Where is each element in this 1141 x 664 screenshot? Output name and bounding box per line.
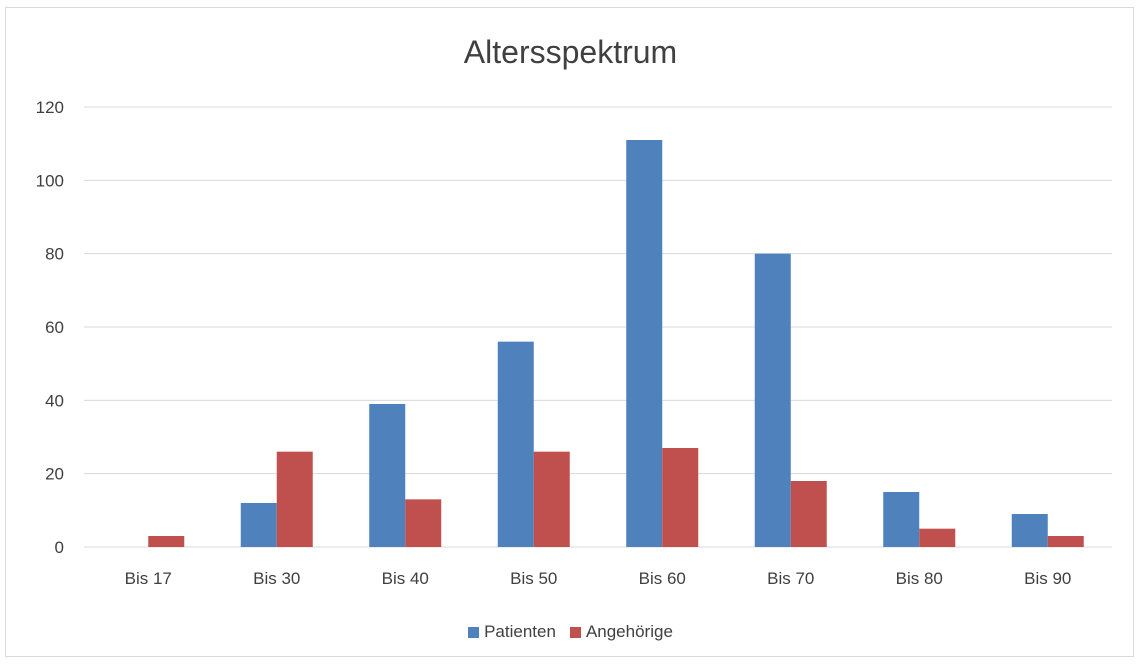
legend-swatch-angehoerige	[569, 626, 581, 638]
legend-label-patienten: Patienten	[484, 622, 556, 641]
bar-patienten	[883, 492, 920, 547]
x-tick-label: Bis 50	[510, 569, 557, 588]
x-tick-label: Bis 17	[125, 569, 172, 588]
legend-item-patienten: Patienten	[468, 622, 556, 642]
y-tick-label: 120	[36, 98, 64, 117]
bar-angehoerige	[405, 499, 442, 547]
bar-patienten	[626, 140, 663, 547]
bar-angehoerige	[790, 481, 827, 547]
bar-patienten	[754, 253, 791, 547]
bar-angehoerige	[1047, 536, 1084, 547]
x-tick-label: Bis 90	[1024, 569, 1071, 588]
bar-patienten	[497, 341, 534, 547]
y-tick-label: 60	[45, 318, 64, 337]
bar-patienten	[1011, 514, 1048, 547]
x-tick-label: Bis 70	[767, 569, 814, 588]
y-tick-label: 40	[45, 391, 64, 410]
legend-swatch-patienten	[468, 626, 480, 638]
legend-label-angehoerige: Angehörige	[585, 622, 673, 641]
legend: Patienten Angehörige	[0, 622, 1141, 642]
bar-patienten	[240, 503, 277, 547]
bar-angehoerige	[533, 451, 570, 547]
y-tick-label: 20	[45, 465, 64, 484]
y-tick-label: 100	[36, 171, 64, 190]
x-tick-label: Bis 80	[896, 569, 943, 588]
x-tick-label: Bis 30	[253, 569, 300, 588]
bar-angehoerige	[662, 448, 699, 547]
bar-angehoerige	[276, 451, 313, 547]
legend-item-angehoerige: Angehörige	[569, 622, 673, 642]
bar-angehoerige	[919, 528, 956, 547]
bar-angehoerige	[148, 536, 185, 547]
chart-frame	[5, 7, 1134, 657]
y-tick-label: 80	[45, 245, 64, 264]
y-tick-label: 0	[55, 538, 64, 557]
bar-patienten	[369, 404, 406, 547]
chart-title: Altersspektrum	[463, 34, 678, 70]
x-tick-label: Bis 60	[639, 569, 686, 588]
x-tick-label: Bis 40	[382, 569, 429, 588]
